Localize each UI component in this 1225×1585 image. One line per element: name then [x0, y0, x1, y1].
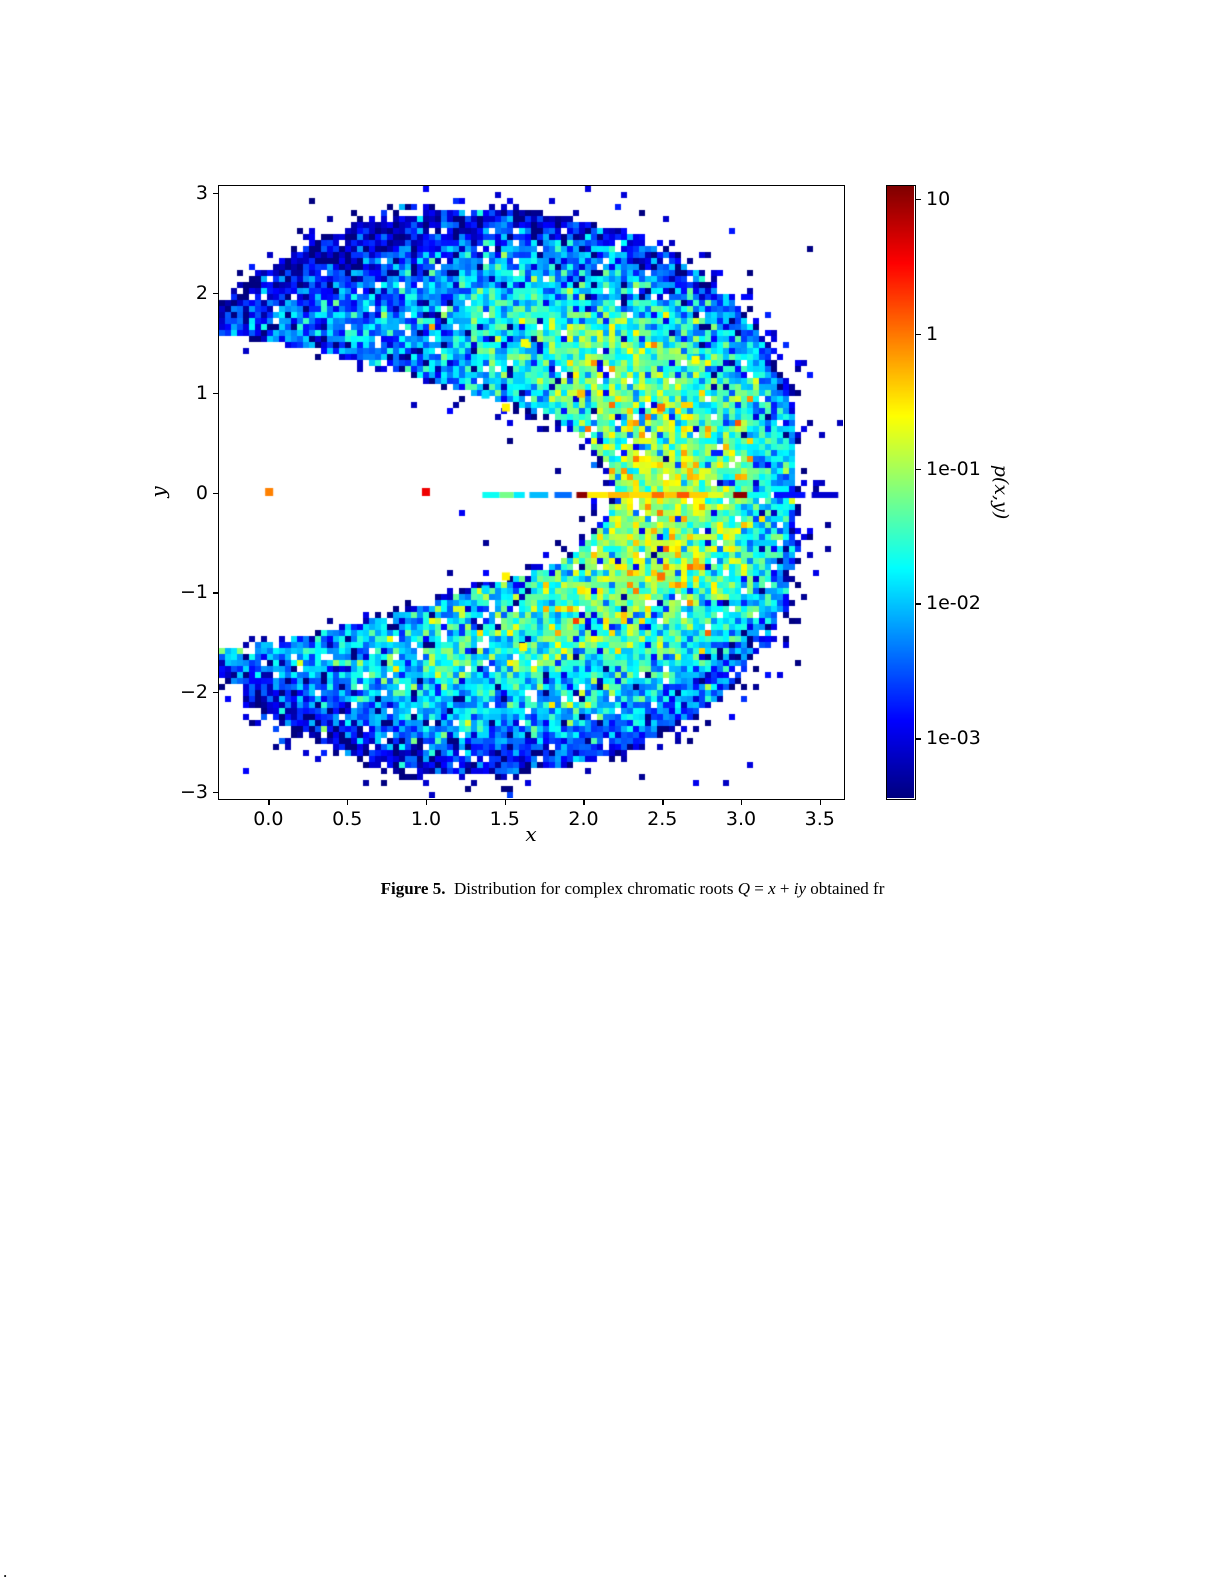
x-tick-mark [741, 800, 743, 805]
colorbar-tick-mark [916, 738, 921, 740]
caption-math-segment: Q [737, 879, 750, 898]
caption-text-segment: obtained fr [806, 879, 885, 898]
y-tick-label: −3 [179, 781, 208, 803]
colorbar [886, 185, 916, 800]
stray-period: . [3, 1562, 8, 1581]
colorbar-tick-label: 1e-01 [926, 457, 981, 480]
colorbar-tick-mark [916, 333, 921, 335]
y-tick-mark [213, 192, 218, 195]
heatmap-canvas [219, 186, 843, 798]
y-tick-label: 3 [195, 181, 208, 204]
colorbar-tick-label: 10 [926, 187, 951, 210]
x-tick-mark [347, 800, 349, 805]
x-tick-label: 1.5 [489, 808, 520, 830]
y-tick-label: 2 [195, 281, 208, 304]
y-tick-mark [213, 492, 218, 494]
caption-text-segment: Distribution for complex chromatic roots [445, 879, 738, 898]
colorbar-tick-label: 1e-02 [926, 592, 981, 615]
x-tick-mark [425, 800, 428, 805]
x-tick-label: 3.5 [804, 808, 835, 830]
colorbar-tick-label: 1e-03 [926, 727, 981, 750]
colorbar-tick-mark [916, 468, 921, 470]
y-tick-label: −2 [179, 681, 208, 704]
figure-caption: Figure 5. Distribution for complex chrom… [0, 879, 1225, 899]
colorbar-tick-label: 1 [926, 322, 939, 345]
plot-frame [218, 185, 845, 800]
caption-text-segment: + [775, 879, 794, 898]
y-tick-mark [213, 692, 218, 694]
colorbar-canvas [887, 186, 914, 798]
y-tick-label: 0 [195, 481, 208, 504]
colorbar-label: p(x,y) [990, 464, 1012, 520]
y-tick-label: −1 [179, 581, 208, 604]
x-tick-mark [819, 800, 822, 805]
x-tick-label: 3.0 [725, 808, 757, 830]
y-tick-mark [213, 392, 218, 394]
x-axis-label: x [525, 822, 537, 846]
x-tick-label: 0.5 [332, 808, 363, 830]
x-tick-mark [662, 800, 664, 805]
x-tick-label: 2.0 [568, 808, 599, 830]
caption-text-segment: = [750, 879, 769, 898]
y-tick-mark [213, 292, 218, 295]
x-tick-label: 0.0 [253, 808, 284, 830]
y-tick-mark [213, 592, 218, 594]
colorbar-tick-mark [916, 198, 921, 200]
y-tick-mark [213, 792, 218, 794]
y-axis-label: y [146, 486, 170, 498]
caption-math-segment: x [768, 879, 776, 898]
x-tick-label: 2.5 [647, 808, 678, 830]
x-tick-mark [504, 800, 506, 805]
figure-caption-number: Figure 5. [380, 879, 446, 898]
x-tick-mark [583, 800, 585, 805]
y-tick-label: 1 [195, 381, 208, 404]
x-tick-mark [268, 800, 270, 805]
figure-caption-text: Distribution for complex chromatic roots… [445, 879, 884, 898]
caption-math-segment: iy [793, 879, 807, 898]
x-tick-label: 1.0 [410, 808, 442, 830]
colorbar-tick-mark [916, 603, 921, 605]
